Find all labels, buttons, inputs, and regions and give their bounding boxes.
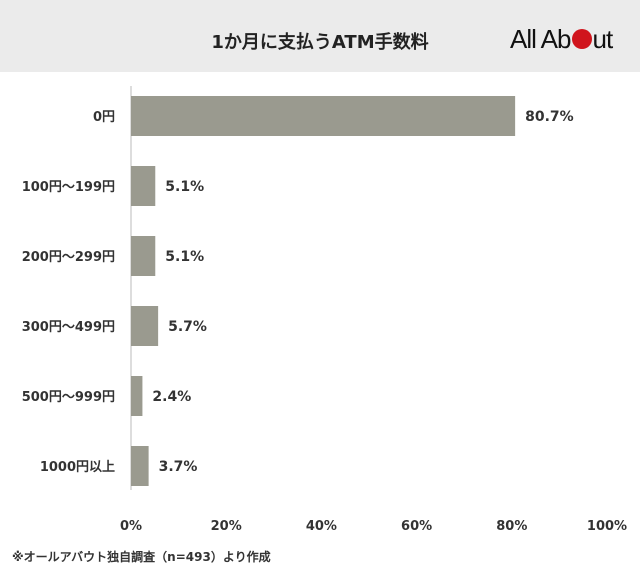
value-label: 80.7% (525, 109, 574, 125)
bar (131, 306, 159, 346)
x-tick-label: 80% (496, 519, 527, 534)
x-tick-label: 40% (306, 519, 337, 534)
category-label: 100円〜199円 (22, 180, 115, 195)
category-label: 300円〜499円 (22, 320, 115, 335)
bar (131, 376, 143, 416)
value-label: 2.4% (152, 389, 191, 405)
bar (131, 236, 156, 276)
bar (131, 446, 149, 486)
logo-red-dot-icon (571, 29, 592, 49)
bar (131, 96, 516, 136)
footnote: ※オールアバウト独自調査（n=493）より作成 (12, 550, 271, 564)
bar-chart: 0円 80.7% 100円〜199円 5.1% 200円〜299円 5.1% 300円〜49… (22, 86, 627, 534)
logo-text-left: All Ab (510, 24, 571, 54)
x-tick-label: 100% (587, 519, 627, 534)
category-label: 500円〜999円 (22, 390, 115, 405)
category-label: 200円〜299円 (22, 250, 115, 265)
value-label: 5.1% (165, 179, 204, 195)
x-tick-label: 0% (120, 519, 142, 534)
bar (131, 166, 156, 206)
x-tick-label: 60% (401, 519, 432, 534)
value-label: 5.7% (168, 319, 207, 335)
allabout-logo: All Ab ut (510, 24, 614, 54)
logo-text-right: ut (592, 24, 614, 54)
category-label: 0円 (93, 110, 115, 125)
value-label: 5.1% (165, 249, 204, 265)
value-label: 3.7% (159, 459, 198, 475)
chart-title: 1か月に支払うATM手数料 (211, 32, 429, 53)
chart-header: 1か月に支払うATM手数料 All Ab ut (0, 0, 640, 72)
x-tick-label: 20% (211, 519, 242, 534)
category-label: 1000円以上 (40, 460, 115, 475)
